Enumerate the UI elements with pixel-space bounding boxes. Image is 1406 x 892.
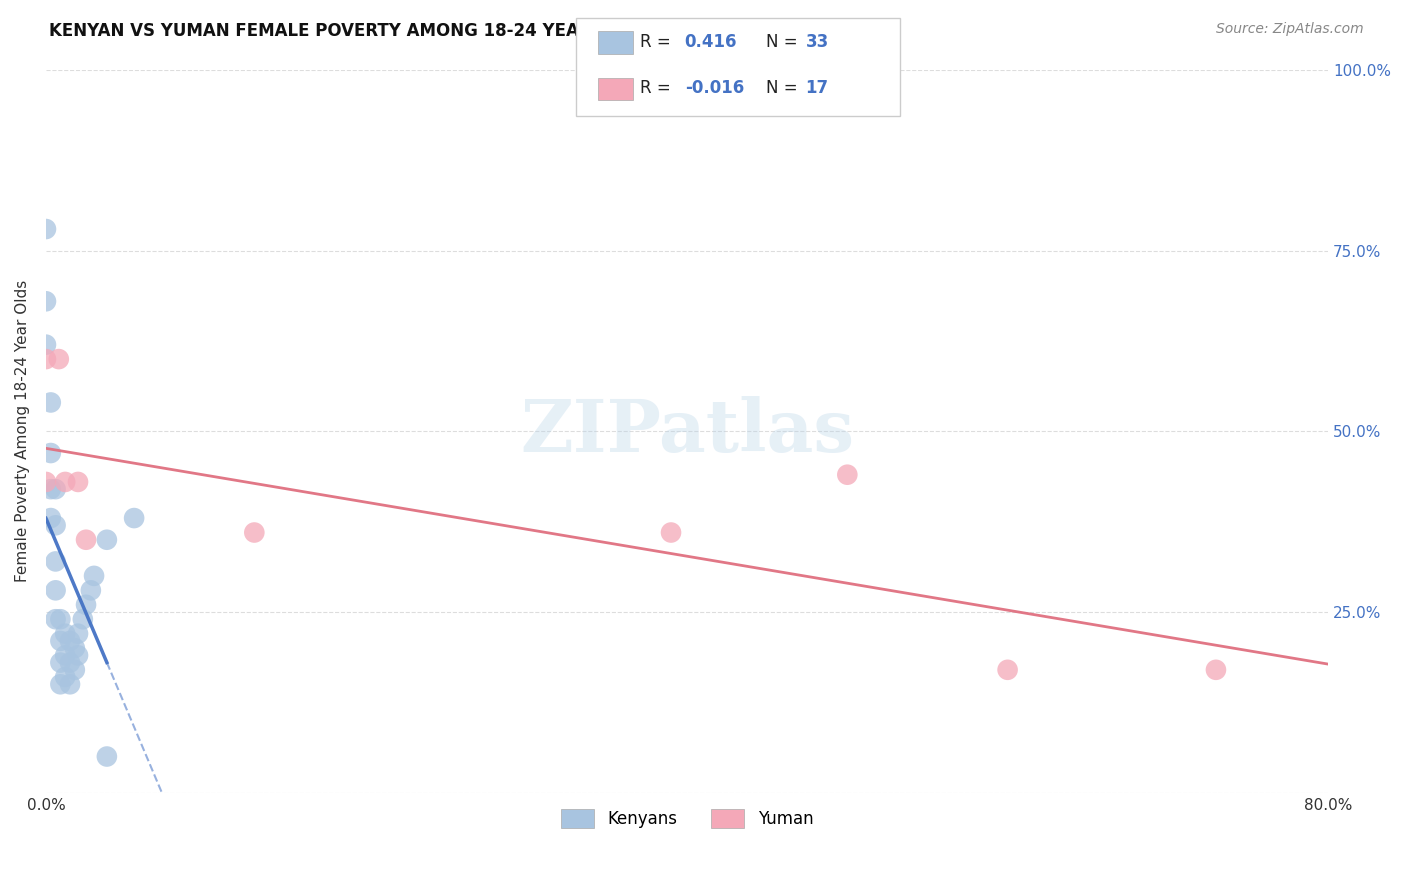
Point xyxy=(659,525,682,540)
Text: N =: N = xyxy=(766,33,797,51)
Point xyxy=(72,612,94,626)
Point xyxy=(96,533,118,547)
Point xyxy=(45,583,67,598)
Point xyxy=(53,648,76,663)
Point xyxy=(66,475,89,489)
Point xyxy=(45,482,67,496)
Point xyxy=(39,395,62,409)
Text: R =: R = xyxy=(640,79,671,97)
Point xyxy=(39,446,62,460)
Point xyxy=(53,670,76,684)
Point xyxy=(53,626,76,640)
Text: N =: N = xyxy=(766,79,797,97)
Point xyxy=(35,475,58,489)
Point xyxy=(80,583,103,598)
Point xyxy=(35,222,58,236)
Text: Source: ZipAtlas.com: Source: ZipAtlas.com xyxy=(1216,22,1364,37)
Y-axis label: Female Poverty Among 18-24 Year Olds: Female Poverty Among 18-24 Year Olds xyxy=(15,280,30,582)
Point xyxy=(49,612,72,626)
Point xyxy=(66,648,89,663)
Point xyxy=(49,656,72,670)
Point xyxy=(39,482,62,496)
Point xyxy=(75,598,97,612)
Text: ZIPatlas: ZIPatlas xyxy=(520,396,853,467)
Text: -0.016: -0.016 xyxy=(685,79,744,97)
Point xyxy=(35,352,58,367)
Point xyxy=(243,525,266,540)
Text: R =: R = xyxy=(640,33,671,51)
Point xyxy=(63,663,86,677)
Point xyxy=(997,663,1019,677)
Legend: Kenyans, Yuman: Kenyans, Yuman xyxy=(554,802,820,835)
Point xyxy=(45,518,67,533)
Point xyxy=(59,677,82,691)
Point xyxy=(53,475,76,489)
Point xyxy=(49,677,72,691)
Point xyxy=(122,511,145,525)
Text: 17: 17 xyxy=(806,79,828,97)
Point xyxy=(83,569,105,583)
Point xyxy=(59,634,82,648)
Point xyxy=(35,337,58,351)
Point xyxy=(837,467,859,482)
Point xyxy=(1205,663,1227,677)
Point xyxy=(45,612,67,626)
Text: KENYAN VS YUMAN FEMALE POVERTY AMONG 18-24 YEAR OLDS CORRELATION CHART: KENYAN VS YUMAN FEMALE POVERTY AMONG 18-… xyxy=(49,22,853,40)
Point xyxy=(66,626,89,640)
Text: 33: 33 xyxy=(806,33,830,51)
Point xyxy=(59,656,82,670)
Text: 0.416: 0.416 xyxy=(685,33,737,51)
Point xyxy=(35,294,58,309)
Point xyxy=(96,749,118,764)
Point xyxy=(63,641,86,656)
Point xyxy=(48,352,70,367)
Point xyxy=(45,554,67,568)
Point xyxy=(49,634,72,648)
Point xyxy=(39,511,62,525)
Point xyxy=(75,533,97,547)
